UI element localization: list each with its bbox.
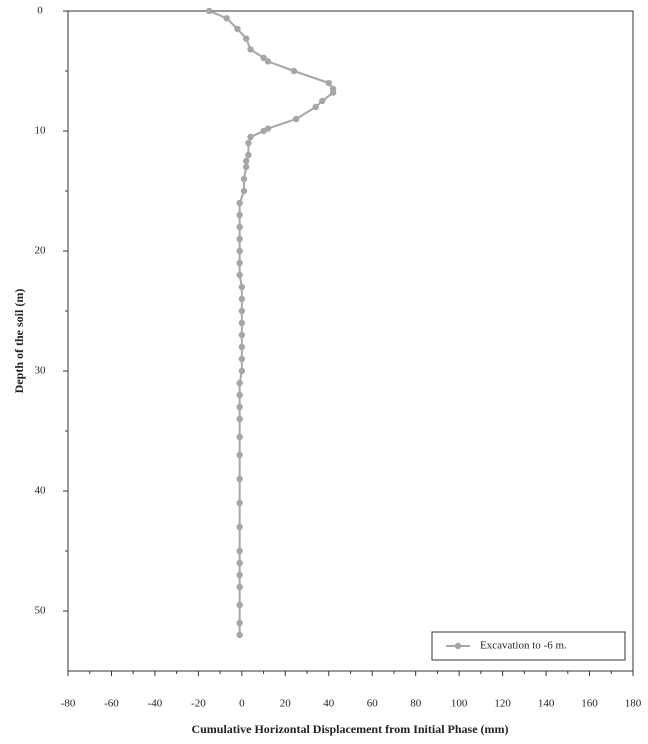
data-point [236, 559, 243, 567]
data-point [234, 25, 241, 33]
data-point [240, 187, 248, 195]
data-point [236, 571, 243, 579]
data-point [236, 379, 243, 387]
x-tick-label: 40 [323, 698, 335, 710]
y-tick-label: 50 [35, 605, 47, 617]
data-point [236, 235, 243, 243]
data-point [260, 127, 267, 135]
x-tick-label: -80 [61, 698, 76, 710]
y-tick-label: 40 [35, 485, 47, 497]
data-point [236, 475, 243, 483]
data-point [236, 391, 243, 399]
data-point [236, 403, 243, 411]
x-tick-label: -20 [191, 698, 206, 710]
data-point [238, 283, 246, 291]
data-point [290, 67, 298, 75]
data-point [245, 139, 252, 147]
data-point [236, 223, 243, 231]
data-point [247, 133, 254, 141]
data-point [240, 175, 248, 183]
data-point [245, 151, 252, 159]
data-point [238, 343, 246, 351]
data-point [242, 163, 250, 171]
data-point [206, 7, 213, 15]
x-tick-label: 0 [239, 698, 245, 710]
data-point [238, 307, 246, 315]
data-point [236, 583, 243, 591]
data-point [236, 619, 243, 627]
data-point [236, 259, 243, 267]
plot-frame [67, 10, 634, 672]
data-point [236, 247, 243, 255]
data-point [236, 601, 243, 609]
data-point [238, 331, 246, 339]
data-point [236, 271, 243, 279]
data-point [236, 199, 243, 207]
x-tick-label: 180 [625, 698, 642, 710]
data-point [236, 433, 243, 441]
data-point [325, 79, 332, 87]
legend-marker [454, 642, 462, 650]
x-tick-label: -40 [148, 698, 163, 710]
y-tick-label: 10 [35, 125, 47, 137]
data-point [223, 15, 230, 22]
y-tick-label: 0 [37, 5, 43, 17]
data-point [236, 415, 243, 423]
data-point [264, 58, 272, 65]
data-point [238, 295, 246, 303]
y-tick-label: 30 [35, 365, 47, 377]
data-point [236, 499, 243, 507]
x-tick-label: 120 [494, 698, 511, 710]
data-point [319, 97, 326, 105]
data-point [238, 319, 246, 327]
data-point [242, 157, 250, 165]
x-tick-label: 140 [538, 698, 555, 710]
data-point [242, 35, 250, 42]
x-axis-label: Cumulative Horizontal Displacement from … [191, 722, 508, 736]
x-tick-label: 100 [451, 698, 468, 710]
data-point [329, 89, 337, 96]
data-point [247, 46, 254, 53]
x-tick-label: 160 [581, 698, 598, 710]
data-point [292, 115, 300, 123]
x-tick-label: 60 [367, 698, 379, 710]
data-point [312, 103, 319, 111]
y-tick-label: 20 [35, 245, 47, 257]
legend-label: Excavation to -6 m. [480, 640, 567, 652]
y-axis-label: Depth of the soil (m) [12, 289, 26, 394]
x-tick-label: 80 [410, 698, 422, 710]
data-point [236, 523, 243, 531]
data-point [236, 631, 243, 639]
data-point [260, 54, 267, 61]
data-point [236, 451, 243, 459]
data-point [238, 367, 246, 375]
data-point [236, 211, 243, 219]
data-point [236, 547, 243, 555]
x-tick-label: -60 [104, 698, 119, 710]
data-point [238, 355, 246, 363]
x-tick-label: 20 [280, 698, 292, 710]
